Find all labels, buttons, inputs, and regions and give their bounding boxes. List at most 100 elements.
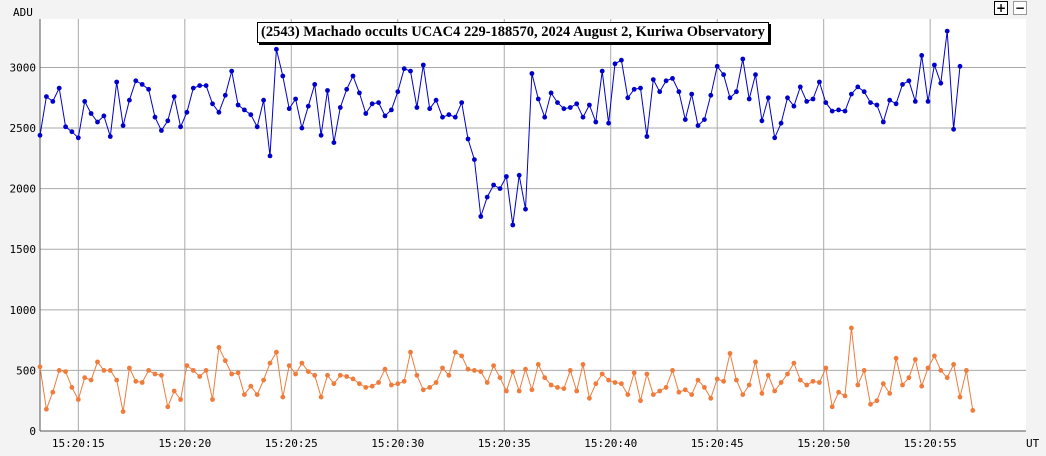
data-point xyxy=(587,395,592,401)
data-point xyxy=(261,377,266,383)
data-point xyxy=(912,99,918,104)
data-point xyxy=(587,102,592,108)
data-point xyxy=(363,385,369,390)
data-point xyxy=(63,124,68,130)
data-point xyxy=(887,97,893,103)
data-point xyxy=(420,387,426,393)
data-point xyxy=(874,102,880,108)
data-point xyxy=(293,96,298,102)
chart-title: (2543) Machado occults UCAC4 229-188570,… xyxy=(257,22,769,43)
data-point xyxy=(842,108,848,114)
data-point xyxy=(708,395,714,401)
data-point xyxy=(925,365,931,371)
data-point xyxy=(299,360,305,366)
data-point xyxy=(171,388,177,394)
y-tick-label: 2500 xyxy=(10,122,37,135)
data-point xyxy=(114,79,120,85)
data-point xyxy=(510,369,516,374)
data-point xyxy=(312,372,318,378)
data-point xyxy=(555,385,560,390)
series-layer xyxy=(37,28,976,414)
data-point xyxy=(721,378,726,384)
data-point xyxy=(408,68,413,74)
data-point xyxy=(484,380,490,385)
data-point xyxy=(702,117,707,122)
data-point xyxy=(880,381,886,387)
data-point xyxy=(529,71,535,76)
data-point xyxy=(599,68,605,74)
x-tick-label: 15:20:55 xyxy=(904,437,957,450)
x-axis-label: UT xyxy=(1026,437,1040,450)
data-point xyxy=(267,360,273,366)
data-point xyxy=(842,393,848,399)
data-point xyxy=(107,134,113,139)
data-point xyxy=(734,377,739,383)
data-point xyxy=(478,214,484,219)
data-point xyxy=(567,368,573,373)
data-point xyxy=(817,380,822,385)
data-point xyxy=(919,53,925,58)
series-1 xyxy=(37,28,963,228)
data-point xyxy=(753,72,758,78)
data-point xyxy=(785,95,790,101)
data-point xyxy=(746,382,752,388)
data-point xyxy=(44,406,49,412)
data-point xyxy=(823,365,829,371)
data-point xyxy=(159,128,164,133)
data-point xyxy=(868,100,873,105)
data-point xyxy=(657,388,663,394)
data-point xyxy=(535,362,541,367)
data-point xyxy=(574,101,580,107)
data-point xyxy=(126,365,132,371)
data-point xyxy=(139,380,145,385)
data-point xyxy=(210,101,215,107)
data-point xyxy=(50,99,56,104)
data-point xyxy=(133,378,139,384)
data-point xyxy=(325,88,330,93)
data-point xyxy=(919,383,925,389)
data-point xyxy=(906,78,912,84)
data-point xyxy=(957,394,963,400)
data-point xyxy=(887,391,893,396)
data-point xyxy=(299,125,305,131)
data-point xyxy=(146,86,152,92)
data-point xyxy=(619,57,624,63)
data-point xyxy=(638,85,643,91)
data-point xyxy=(305,103,311,109)
data-point xyxy=(670,76,675,81)
zoom-in-button[interactable]: + xyxy=(994,1,1008,15)
grid-lines xyxy=(40,19,1026,431)
data-point xyxy=(778,120,784,126)
zoom-out-button[interactable]: − xyxy=(1013,1,1027,15)
data-point xyxy=(504,388,509,394)
data-point xyxy=(829,108,835,114)
data-point xyxy=(932,353,937,359)
data-point xyxy=(120,409,126,414)
data-point xyxy=(337,372,343,378)
data-point xyxy=(900,382,905,388)
y-tick-label: 500 xyxy=(16,364,36,377)
data-point xyxy=(791,360,797,366)
data-point xyxy=(497,375,503,381)
data-point xyxy=(478,369,484,374)
data-point xyxy=(446,112,452,118)
data-point xyxy=(357,381,362,387)
data-point xyxy=(625,392,631,397)
data-point xyxy=(184,363,190,368)
data-point xyxy=(440,114,445,120)
data-point xyxy=(139,82,145,87)
x-tick-label: 15:20:20 xyxy=(158,437,211,450)
data-point xyxy=(427,106,433,112)
data-point xyxy=(165,404,171,410)
data-point xyxy=(797,84,803,90)
data-point xyxy=(280,394,286,400)
data-point xyxy=(376,380,381,385)
data-point xyxy=(593,381,599,387)
data-point xyxy=(357,90,362,96)
data-point xyxy=(235,102,241,108)
data-point xyxy=(964,368,969,373)
data-point xyxy=(625,95,631,101)
data-point xyxy=(810,378,816,384)
data-point xyxy=(120,123,126,128)
data-point xyxy=(893,355,899,361)
